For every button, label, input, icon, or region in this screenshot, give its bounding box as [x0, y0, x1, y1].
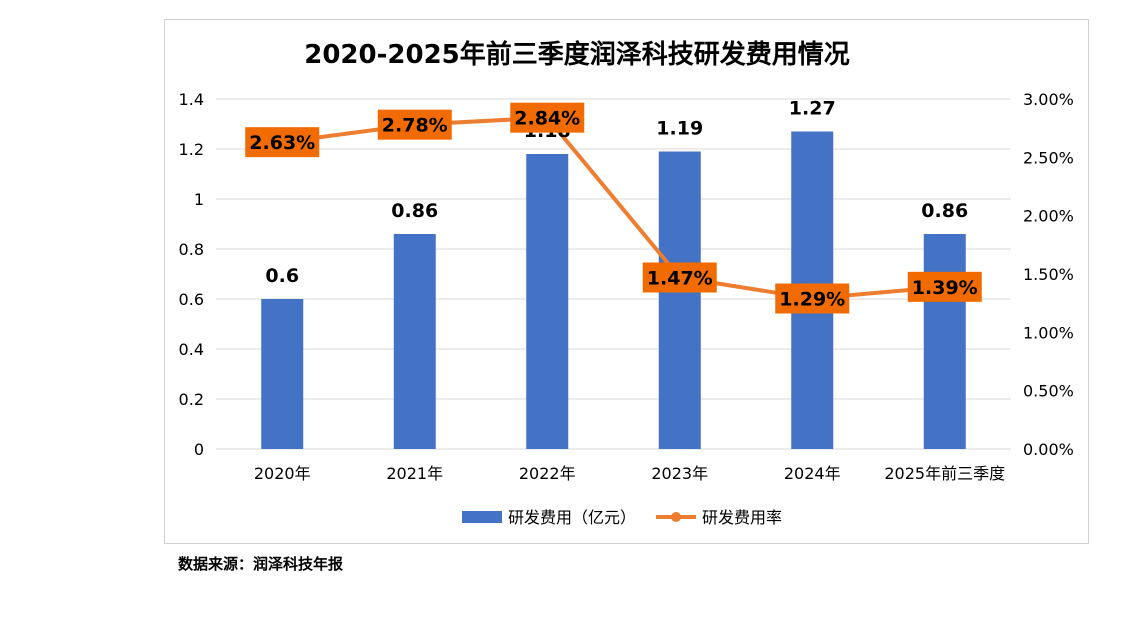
bar — [261, 299, 304, 449]
grid-lines — [216, 98, 1011, 450]
axes: 0 0.2 0.4 0.6 0.8 1 1.2 1.4 0.00% 0.50% 1.00% 1.50%… — [179, 90, 1074, 483]
rate-label-box — [642, 262, 717, 293]
legend-line-marker — [671, 512, 681, 522]
rate-value-label: 1.47% — [642, 262, 717, 293]
rate-label-box — [245, 127, 320, 158]
rate-label-box — [775, 283, 850, 314]
rate-label-text: 2.84% — [514, 108, 580, 130]
bar-value-label: 0.86 — [391, 200, 438, 222]
y-right-tick-label: 2.00% — [1023, 207, 1074, 226]
y-left-tick-label: 1.2 — [179, 140, 204, 159]
y-right-tick-label: 1.00% — [1023, 323, 1074, 342]
bar-value-label: 0.6 — [265, 265, 299, 287]
rate-value-label: 1.29% — [775, 283, 850, 314]
x-tick-label: 2025年前三季度 — [884, 464, 1005, 483]
rate-value-label: 2.63% — [245, 127, 320, 158]
bar — [526, 154, 569, 449]
bar-value-label: 1.19 — [656, 118, 703, 140]
chart-svg: 0 0.2 0.4 0.6 0.8 1 1.2 1.4 0.00% 0.50% 1.00% 1.50%… — [179, 39, 1074, 527]
legend: 研发费用（亿元） 研发费用率 — [462, 508, 782, 527]
legend-line-label: 研发费用率 — [702, 508, 782, 527]
rate-value-label: 1.39% — [907, 271, 982, 302]
y-left-tick-label: 1 — [194, 190, 204, 209]
bar — [923, 234, 966, 449]
source-note: 数据来源：润泽科技年报 — [178, 555, 344, 573]
rate-line — [281, 115, 945, 301]
bar — [393, 234, 436, 449]
y-right-tick-label: 3.00% — [1023, 90, 1074, 109]
y-right-tick-label: 2.50% — [1023, 148, 1074, 167]
rate-label-text: 2.78% — [382, 115, 448, 137]
rate-value-label: 2.78% — [377, 109, 452, 140]
chart-title: 2020-2025年前三季度润泽科技研发费用情况 — [304, 39, 850, 70]
x-tick-label: 2023年 — [651, 464, 708, 483]
bar — [658, 151, 701, 449]
bar-series — [261, 131, 966, 449]
y-left-tick-label: 0.8 — [179, 240, 204, 259]
y-left-tick-label: 0.6 — [179, 290, 204, 309]
rate-value-label: 2.84% — [510, 102, 585, 133]
line-series — [277, 113, 950, 303]
bar-value-label: 0.86 — [921, 200, 968, 222]
rate-label-text: 1.29% — [779, 289, 845, 311]
legend-bar-label: 研发费用（亿元） — [508, 508, 636, 527]
rate-label-box — [377, 109, 452, 140]
chart-frame: 0 0.2 0.4 0.6 0.8 1 1.2 1.4 0.00% 0.50% 1.00% 1.50%… — [164, 19, 1089, 544]
rate-label-text: 1.39% — [912, 277, 978, 299]
x-tick-label: 2021年 — [386, 464, 443, 483]
bar-value-label: 1.27 — [789, 98, 836, 120]
y-right-tick-label: 1.50% — [1023, 265, 1074, 284]
y-left-tick-label: 0 — [194, 440, 204, 459]
x-tick-label: 2020年 — [254, 464, 311, 483]
legend-bar-swatch — [462, 511, 502, 523]
rate-label-text: 1.47% — [647, 268, 713, 290]
data-labels: 0.60.861.181.191.270.862.63%2.78%2.84%1.… — [245, 98, 982, 314]
y-right-tick-label: 0.50% — [1023, 382, 1074, 401]
x-tick-label: 2022年 — [519, 464, 576, 483]
x-tick-label: 2024年 — [784, 464, 841, 483]
y-left-tick-label: 1.4 — [179, 90, 204, 109]
y-left-tick-label: 0.4 — [179, 340, 204, 359]
y-right-tick-label: 0.00% — [1023, 440, 1074, 459]
rate-label-box — [907, 271, 982, 302]
rate-label-box — [510, 102, 585, 133]
rate-label-text: 2.63% — [249, 132, 315, 154]
y-left-tick-label: 0.2 — [179, 390, 204, 409]
